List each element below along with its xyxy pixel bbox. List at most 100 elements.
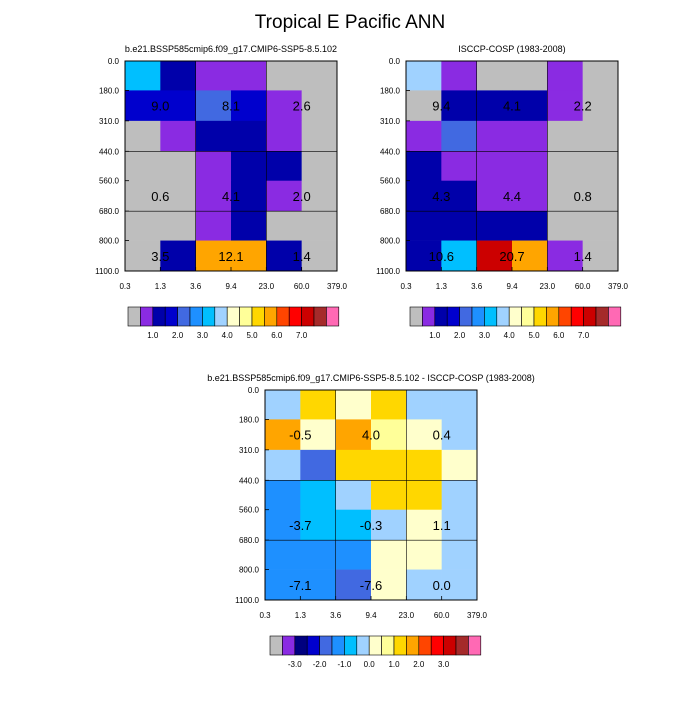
data-label: 4.0 <box>362 428 380 443</box>
y-tick-label: 1100.0 <box>376 267 400 276</box>
heatmap-cell <box>266 90 302 122</box>
colorbar-box <box>269 635 283 656</box>
data-label: 4.1 <box>503 99 521 114</box>
colorbar-box <box>239 306 253 327</box>
heatmap-cell <box>406 569 442 601</box>
heatmap-cell <box>441 61 477 91</box>
colorbar-box <box>570 306 584 327</box>
colorbar-box <box>294 635 308 656</box>
data-label: 4.1 <box>222 189 240 204</box>
y-tick-label: 680.0 <box>99 207 120 216</box>
heatmap-cell <box>406 540 442 570</box>
y-tick-label: 310.0 <box>99 117 120 126</box>
colorbar-label: 3.0 <box>197 331 209 340</box>
colorbar-label: -3.0 <box>288 660 302 669</box>
heatmap-cell <box>441 480 478 510</box>
heatmap-cell <box>547 211 583 241</box>
colorbar-box <box>189 306 203 327</box>
x-tick-label: 0.3 <box>259 611 271 620</box>
colorbar-label: -2.0 <box>313 660 327 669</box>
heatmap-cell <box>301 180 338 212</box>
heatmap-cell <box>301 151 338 181</box>
colorbar-label: 7.0 <box>578 331 590 340</box>
heatmap-cell <box>441 151 477 181</box>
heatmap-cell <box>125 240 161 272</box>
heatmap-cell <box>371 480 407 510</box>
heatmap-cell <box>231 90 267 122</box>
heatmap-cell <box>195 61 232 91</box>
heatmap-cell <box>265 509 301 541</box>
panel-title: ISCCP-COSP (1983-2008) <box>458 44 565 54</box>
colorbar-box <box>164 306 178 327</box>
heatmap-cell <box>441 569 478 601</box>
heatmap-cell <box>335 509 372 541</box>
heatmap-cell <box>195 151 232 181</box>
heatmap-cell <box>441 240 477 272</box>
heatmap-cell <box>195 211 232 241</box>
x-tick-label: 3.6 <box>190 282 202 291</box>
colorbar-box <box>214 306 228 327</box>
heatmap-cell <box>512 151 548 181</box>
colorbar-box <box>422 306 436 327</box>
colorbar-label: 1.0 <box>429 331 441 340</box>
heatmap-cell <box>301 211 338 241</box>
heatmap-cell <box>547 61 583 91</box>
data-label: 1.4 <box>574 249 592 264</box>
colorbar-box <box>127 306 141 327</box>
heatmap-cell <box>300 419 336 451</box>
heatmap-cell <box>582 180 619 212</box>
colorbar-box <box>368 635 382 656</box>
x-tick-label: 23.0 <box>259 282 275 291</box>
heatmap-cell <box>301 61 338 91</box>
heatmap-cell <box>265 449 301 481</box>
heatmap-cell <box>406 390 442 420</box>
y-tick-label: 0.0 <box>108 57 120 66</box>
y-tick-label: 0.0 <box>248 386 260 395</box>
colorbar-box <box>443 635 457 656</box>
colorbar-box <box>446 306 460 327</box>
y-tick-label: 310.0 <box>380 117 401 126</box>
heatmap-cell <box>301 90 338 122</box>
heatmap-cell <box>300 540 336 570</box>
heatmap-cell <box>195 180 232 212</box>
heatmap-cell <box>266 211 302 241</box>
data-label: 9.4 <box>432 99 450 114</box>
colorbar-box <box>264 306 278 327</box>
heatmap-cell <box>231 180 267 212</box>
heatmap-cell <box>371 449 407 481</box>
data-label: 9.0 <box>151 99 169 114</box>
x-tick-label: 1.3 <box>295 611 307 620</box>
heatmap-cell <box>195 120 232 152</box>
y-tick-label: 800.0 <box>239 566 260 575</box>
colorbar-box <box>434 306 448 327</box>
heatmap-cell <box>476 211 513 241</box>
colorbar-box <box>177 306 191 327</box>
heatmap-cell <box>406 419 442 451</box>
y-tick-label: 680.0 <box>239 536 260 545</box>
colorbar-label: 5.0 <box>246 331 258 340</box>
x-tick-label: 0.3 <box>400 282 412 291</box>
y-tick-label: 310.0 <box>239 446 260 455</box>
colorbar-box <box>356 635 370 656</box>
colorbar-box <box>418 635 432 656</box>
heatmap-cell <box>195 240 232 272</box>
heatmap-cell <box>406 61 442 91</box>
heatmap-cell <box>406 480 442 510</box>
heatmap-cell <box>335 569 372 601</box>
y-tick-label: 180.0 <box>99 86 120 95</box>
colorbar-box <box>152 306 166 327</box>
colorbar-label: 2.0 <box>454 331 466 340</box>
colorbar-box <box>282 635 296 656</box>
heatmap-cell <box>265 480 301 510</box>
colorbar-box <box>306 635 320 656</box>
heatmap-cell <box>406 120 442 152</box>
colorbar-label: 5.0 <box>528 331 540 340</box>
heatmap-cell <box>476 61 513 91</box>
heatmap-cell <box>406 180 442 212</box>
heatmap-cell <box>125 61 161 91</box>
data-label: 1.1 <box>433 518 451 533</box>
heatmap-cell <box>441 211 477 241</box>
y-tick-label: 440.0 <box>239 476 260 485</box>
heatmap-cell <box>335 390 372 420</box>
heatmap-cell <box>441 90 477 122</box>
